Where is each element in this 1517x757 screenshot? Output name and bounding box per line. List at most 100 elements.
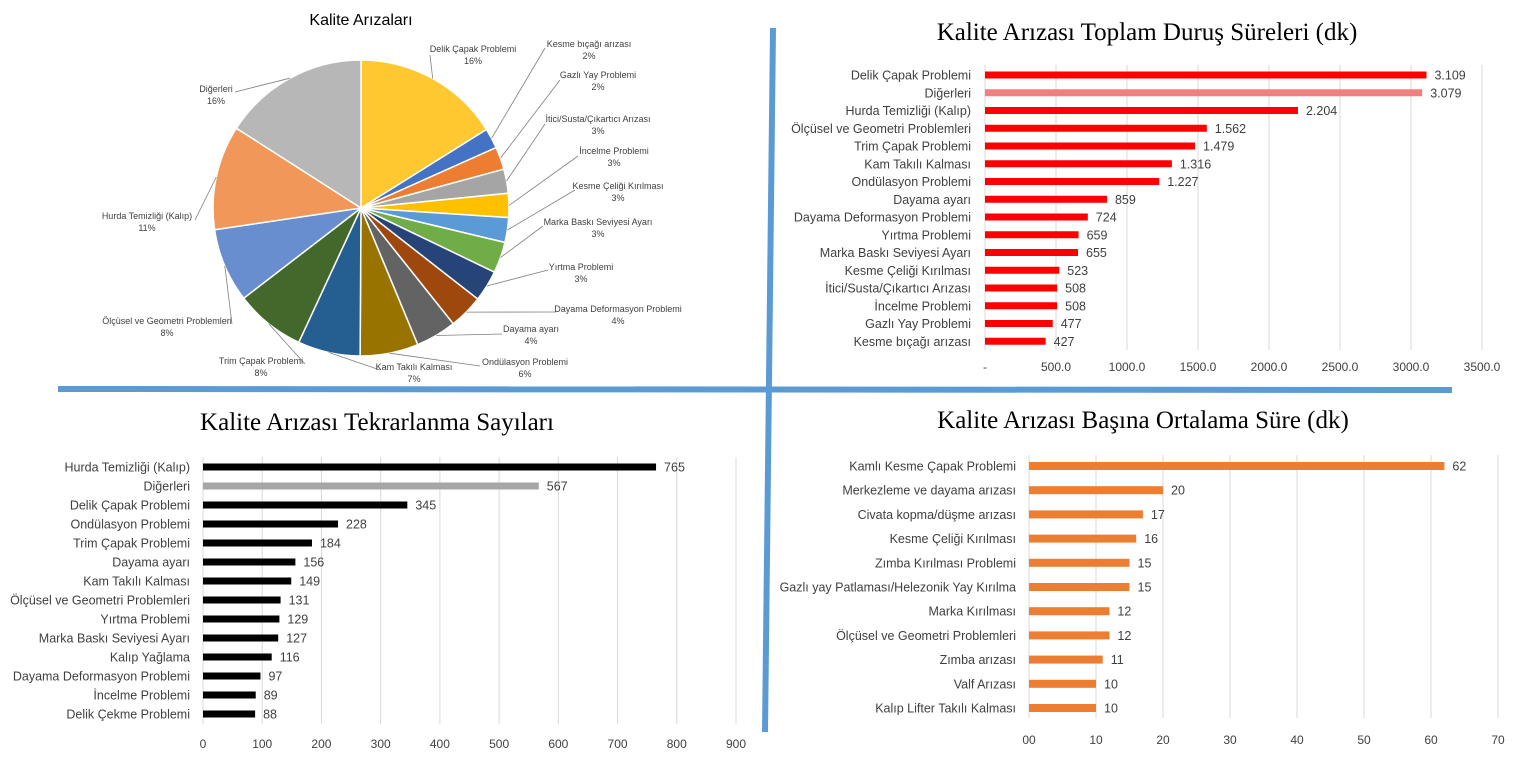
pie-slice-percent: 7% bbox=[407, 374, 420, 384]
pie-slice-label: Ondülasyon Problemi bbox=[482, 357, 568, 367]
category-label: Ölçüsel ve Geometri Problemleri bbox=[791, 122, 971, 136]
data-label: 655 bbox=[1086, 246, 1107, 260]
category-label: Kesme Çeliği Kırılması bbox=[890, 532, 1016, 546]
pie-leader-line bbox=[436, 333, 503, 336]
bar bbox=[203, 501, 408, 509]
bar bbox=[203, 558, 296, 566]
data-label: 10 bbox=[1104, 702, 1118, 716]
category-label: Yırtma Problemi bbox=[100, 613, 190, 627]
bar bbox=[985, 231, 1079, 239]
category-label: Hurda Temizliği (Kalıp) bbox=[845, 104, 971, 118]
chart-title: Kalite Arızası Toplam Duruş Süreleri (dk… bbox=[937, 19, 1358, 46]
bar bbox=[985, 302, 1058, 310]
x-tick-label: 10 bbox=[1089, 733, 1103, 747]
pie-slice-percent: 4% bbox=[524, 336, 537, 346]
x-tick-label: 2500.0 bbox=[1322, 360, 1359, 374]
data-label: 156 bbox=[303, 556, 324, 570]
x-tick-label: 800 bbox=[667, 737, 687, 751]
pie-slice-label: Ölçüsel ve Geometri Problemleri bbox=[102, 316, 232, 326]
pie-leader-line bbox=[500, 225, 544, 258]
bar bbox=[1029, 631, 1110, 640]
category-label: Kamlı Kesme Çapak Problemi bbox=[849, 460, 1016, 474]
data-label: 427 bbox=[1054, 335, 1075, 349]
bar bbox=[203, 615, 280, 623]
x-tick-label: 100 bbox=[252, 737, 272, 751]
pie-leader-line bbox=[500, 79, 561, 159]
bar bbox=[1029, 679, 1096, 688]
bar bbox=[985, 178, 1160, 185]
x-tick-label: 1500.0 bbox=[1180, 360, 1217, 374]
pie-slice-percent: 3% bbox=[611, 193, 624, 203]
bar bbox=[985, 320, 1053, 327]
data-label: 1.316 bbox=[1180, 157, 1211, 171]
data-label: 12 bbox=[1117, 605, 1131, 619]
data-label: 477 bbox=[1061, 317, 1082, 331]
category-label: Delik Çekme Problemi bbox=[66, 708, 190, 722]
pie-leader-line bbox=[328, 352, 381, 371]
bar bbox=[203, 520, 339, 528]
pie-slice-percent: 8% bbox=[160, 328, 173, 338]
category-label: Diğerleri bbox=[924, 86, 971, 100]
bar bbox=[203, 596, 281, 604]
category-label: Hurda Temizliği (Kalıp) bbox=[64, 461, 190, 475]
category-label: Ölçüsel ve Geometri Problemleri bbox=[836, 629, 1016, 643]
pie-slice-percent: 2% bbox=[591, 82, 604, 92]
x-tick-label: 60 bbox=[1424, 733, 1438, 747]
x-tick-label: 00 bbox=[1022, 733, 1036, 747]
data-label: 765 bbox=[664, 461, 685, 475]
category-label: Valf Arızası bbox=[954, 677, 1016, 691]
pie-leader-line bbox=[268, 323, 306, 365]
pie-leader-line bbox=[486, 269, 549, 287]
x-tick-label: 200 bbox=[311, 737, 331, 751]
bar bbox=[203, 691, 256, 699]
category-label: Gazlı yay Patlaması/Helezonik Yay Kırılm… bbox=[780, 581, 1016, 595]
bar bbox=[203, 710, 256, 718]
category-label: Kalıp Lifter Takılı Kalması bbox=[875, 702, 1016, 716]
x-tick-label: 70 bbox=[1491, 733, 1505, 747]
chart-title: Kalite Arızası Başına Ortalama Süre (dk) bbox=[937, 407, 1349, 434]
bar bbox=[203, 672, 261, 680]
data-label: 116 bbox=[280, 651, 300, 665]
pie-slice-percent: 16% bbox=[207, 96, 225, 106]
bar bbox=[203, 482, 539, 490]
data-label: 88 bbox=[263, 708, 277, 722]
category-label: Ölçüsel ve Geometri Problemleri bbox=[10, 594, 190, 608]
pie-slice bbox=[360, 59, 488, 210]
category-label: Delik Çapak Problemi bbox=[70, 499, 190, 513]
pie-slice-label: Yırtma Problemi bbox=[549, 262, 614, 272]
category-label: Marka Kırılması bbox=[928, 605, 1016, 619]
bar-chart-ortalama-sure: Kalite Arızası Başına Ortalama Süre (dk)… bbox=[780, 407, 1505, 747]
bar bbox=[1029, 655, 1103, 664]
category-label: Merkezleme ve dayama arızası bbox=[842, 484, 1016, 498]
bar bbox=[985, 195, 1107, 203]
x-tick-label: 40 bbox=[1290, 733, 1304, 747]
data-label: 11 bbox=[1111, 653, 1124, 667]
category-label: Gazlı Yay Problemi bbox=[865, 317, 971, 331]
bar bbox=[1029, 534, 1137, 543]
pie-slice-label: Hurda Temizliği (Kalıp) bbox=[102, 211, 192, 221]
x-tick-label: 300 bbox=[371, 737, 391, 751]
bar bbox=[203, 463, 657, 471]
x-tick-label: - bbox=[983, 360, 987, 374]
data-label: 12 bbox=[1117, 629, 1131, 643]
pie-slice-label: Diğerleri bbox=[199, 84, 233, 94]
x-tick-label: 3500.0 bbox=[1464, 360, 1501, 374]
x-tick-label: 500.0 bbox=[1041, 360, 1071, 374]
bar bbox=[985, 142, 1196, 150]
category-label: Dayama ayarı bbox=[893, 193, 971, 207]
pie-leader-line bbox=[389, 352, 481, 367]
data-label: 15 bbox=[1138, 556, 1152, 570]
pie-slice-label: Kam Takılı Kalması bbox=[376, 362, 453, 372]
x-tick-label: 50 bbox=[1357, 733, 1371, 747]
bar bbox=[985, 124, 1207, 132]
x-tick-label: 700 bbox=[608, 737, 628, 751]
x-tick-label: 2000.0 bbox=[1251, 360, 1288, 374]
data-label: 184 bbox=[320, 537, 341, 551]
data-label: 659 bbox=[1087, 228, 1108, 242]
bar bbox=[1029, 583, 1130, 591]
pie-slice-percent: 3% bbox=[574, 274, 587, 284]
quadrant-dividers bbox=[57, 27, 1453, 733]
category-label: İtici/Susta/Çıkartıcı Arızası bbox=[825, 282, 971, 296]
data-label: 62 bbox=[1452, 460, 1466, 474]
x-tick-label: 600 bbox=[548, 737, 568, 751]
